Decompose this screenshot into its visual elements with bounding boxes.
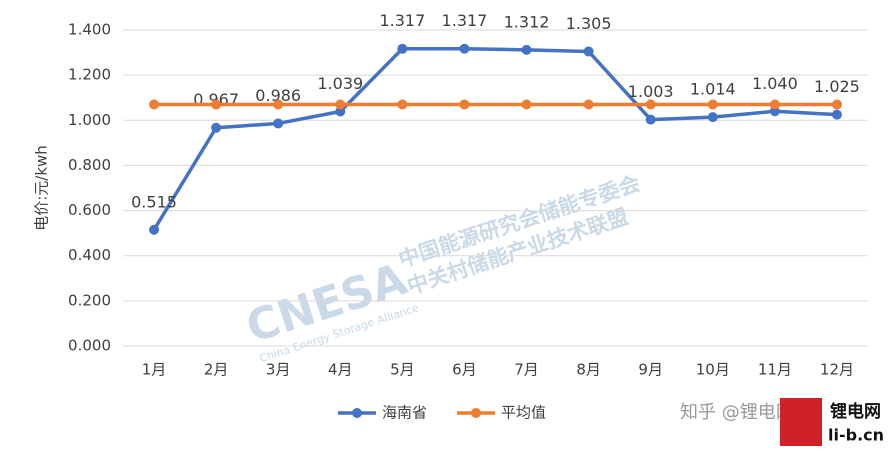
series-line — [152, 46, 838, 231]
x-tick-label: 7月 — [514, 361, 539, 379]
point — [459, 43, 470, 54]
data-label: 1.003 — [628, 82, 674, 101]
point — [645, 114, 656, 125]
data-label: 1.317 — [442, 11, 488, 30]
data-label: 0.515 — [131, 192, 177, 211]
y-tick-label: 1.400 — [68, 21, 111, 39]
y-tick-label: 1.200 — [68, 66, 111, 84]
point — [397, 43, 408, 54]
x-tick-label: 12月 — [820, 361, 854, 379]
y-tick-label: 0.400 — [68, 246, 111, 264]
y-tick-label: 1.000 — [68, 111, 111, 129]
site-logo — [780, 398, 822, 446]
point — [149, 99, 160, 110]
point — [273, 118, 284, 129]
legend-label: 平均值 — [501, 404, 546, 422]
site-url: li-b.cn — [828, 426, 884, 445]
x-tick-label: 2月 — [204, 361, 229, 379]
data-label: 1.025 — [814, 77, 860, 96]
grid — [123, 29, 868, 347]
point — [769, 99, 780, 110]
point — [459, 99, 470, 110]
watermark-zhihu: 知乎 @锂电网 — [680, 402, 794, 423]
point — [335, 106, 346, 117]
data-label: 1.305 — [566, 14, 612, 33]
data-label: 0.986 — [255, 86, 301, 105]
point — [521, 99, 532, 110]
x-tick-label: 9月 — [638, 361, 663, 379]
legend-marker — [471, 408, 482, 418]
x-tick-label: 11月 — [758, 361, 792, 379]
x-tick-label: 4月 — [328, 361, 353, 379]
x-tick-label: 8月 — [576, 361, 601, 379]
y-axis-title: 电价:元/kwh — [33, 145, 51, 231]
point — [831, 99, 842, 110]
legend-marker — [352, 408, 362, 418]
data-label: 1.312 — [504, 12, 550, 31]
point — [521, 44, 532, 55]
x-tick-label: 1月 — [142, 361, 167, 379]
point — [583, 99, 594, 110]
data-label: 1.317 — [379, 11, 425, 30]
y-tick-label: 0.200 — [68, 291, 111, 309]
x-tick-label: 10月 — [696, 361, 730, 379]
point — [211, 99, 222, 110]
point — [149, 224, 160, 235]
point — [707, 99, 718, 110]
data-label: 1.014 — [690, 80, 736, 99]
y-tick-label: 0.000 — [68, 337, 111, 355]
point — [397, 99, 408, 110]
y-tick-label: 0.800 — [68, 156, 111, 174]
point — [335, 99, 346, 110]
point — [273, 99, 284, 110]
site-name: 锂电网 — [830, 401, 881, 422]
point — [211, 122, 222, 133]
watermark: CNESA China Energy Storage Alliance 中国能源… — [240, 171, 642, 365]
legend-label: 海南省 — [382, 404, 427, 422]
point — [831, 109, 842, 120]
x-tick-label: 3月 — [266, 361, 291, 379]
point — [707, 112, 718, 123]
point — [583, 46, 594, 57]
x-tick-label: 6月 — [452, 361, 477, 379]
point — [645, 99, 656, 110]
data-label: 1.039 — [317, 74, 363, 93]
y-tick-label: 0.600 — [68, 201, 111, 219]
data-label: 1.040 — [752, 74, 798, 93]
x-tick-label: 5月 — [390, 361, 415, 379]
